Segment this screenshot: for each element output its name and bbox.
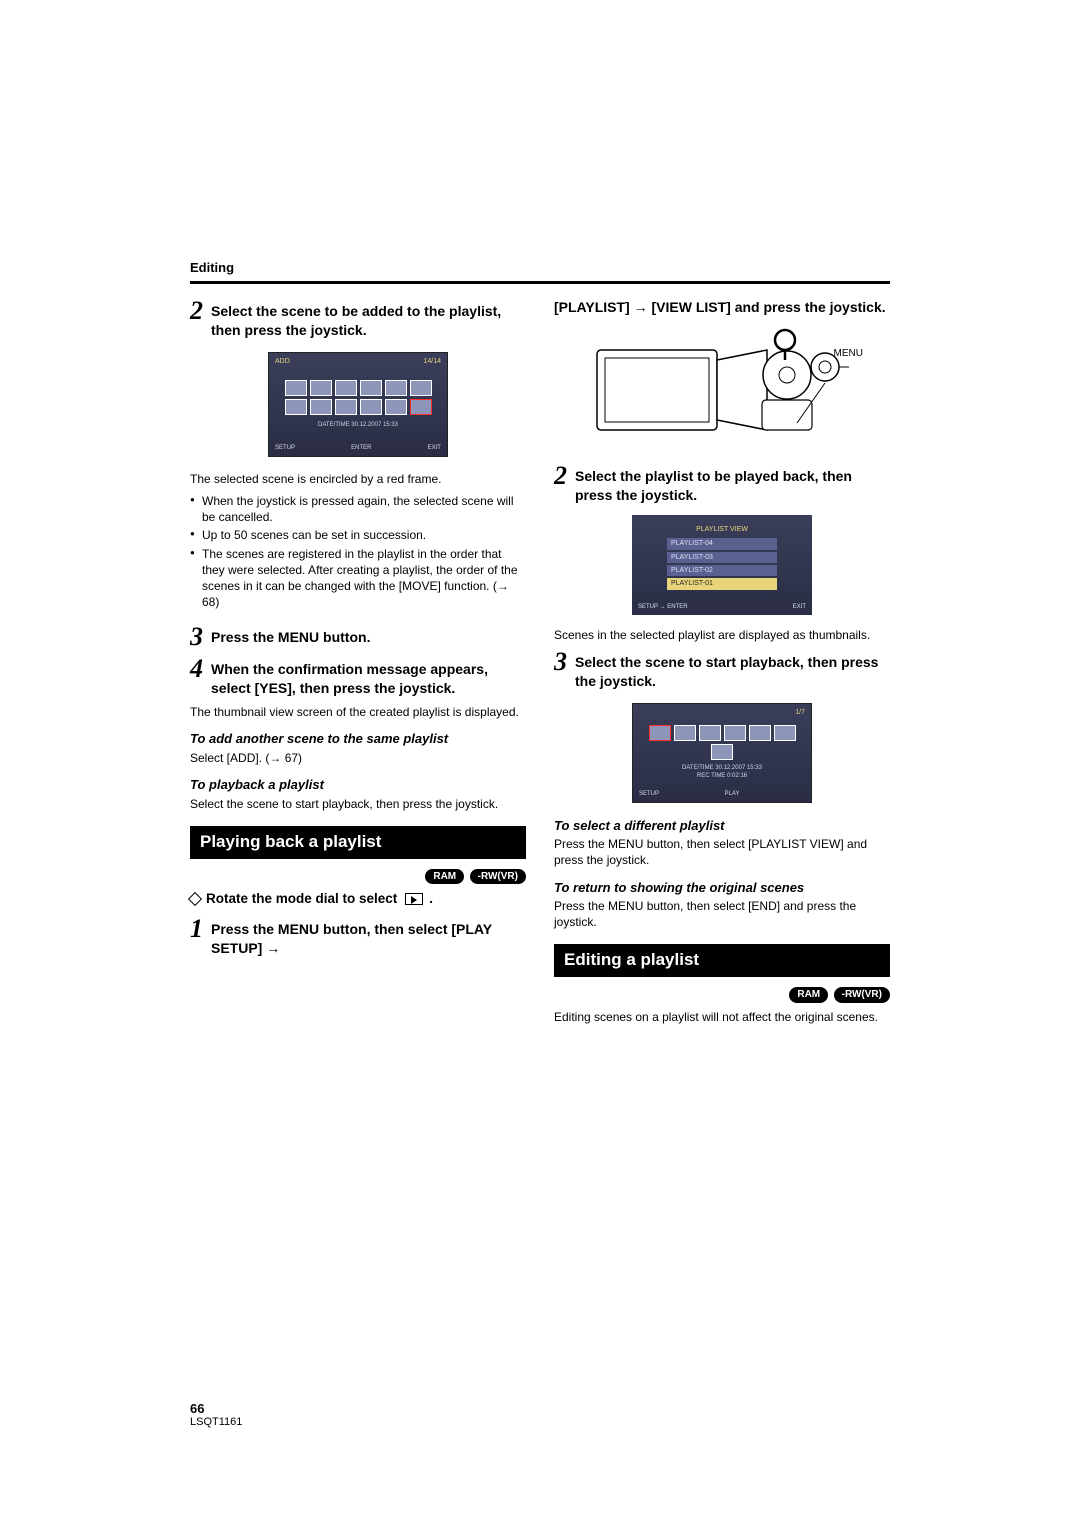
sub-add-body: Select [ADD]. (→ 67): [190, 750, 526, 766]
step-text: When the confirmation message appears, s…: [211, 656, 526, 698]
sub-diff-heading: To select a different playlist: [554, 817, 890, 835]
pill-rwvr: -RW(VR): [834, 987, 890, 1003]
bullet-list: When the joystick is pressed again, the …: [190, 493, 526, 610]
playlist-row: PLAYLIST-02: [667, 565, 777, 576]
lcd-date: DATE/TIME 30.12.2007 15:33: [682, 764, 762, 772]
pill-ram: RAM: [789, 987, 828, 1003]
section-editing-playlist: Editing a playlist: [554, 944, 890, 977]
step-text: Select the playlist to be played back, t…: [575, 463, 890, 505]
doc-code: LSQT1161: [190, 1416, 242, 1428]
step-text: Select the scene to start playback, then…: [575, 649, 890, 691]
playlist-row: PLAYLIST-03: [667, 552, 777, 563]
step-text: Press the MENU button.: [211, 624, 370, 647]
step-text: Press the MENU button, then select [PLAY…: [211, 916, 526, 958]
thumb-grid: [278, 380, 438, 415]
step-1b-left: 1 Press the MENU button, then select [PL…: [190, 916, 526, 958]
step-number: 1: [190, 916, 203, 942]
step-number: 4: [190, 656, 203, 682]
lcd-top-left: ADD: [275, 357, 290, 366]
footer: 66 LSQT1161: [190, 1401, 242, 1428]
step-number: 3: [554, 649, 567, 675]
section-playing-back: Playing back a playlist: [190, 826, 526, 859]
caption-selected: The selected scene is encircled by a red…: [190, 471, 526, 487]
edit-body: Editing scenes on a playlist will not af…: [554, 1009, 890, 1025]
sub-play-body: Select the scene to start playback, then…: [190, 796, 526, 812]
caption-thumb: The thumbnail view screen of the created…: [190, 704, 526, 720]
lcd-play-screenshot: 1/7 DATE/TIME 30.12.2007 15:33 REC TIME …: [632, 703, 812, 803]
lcd-bc: ENTER: [351, 444, 371, 452]
lcd-top-right: 1/7: [795, 708, 805, 717]
lcd-bl: SETUP: [639, 790, 659, 798]
playlist-title: PLAYLIST VIEW: [696, 525, 748, 534]
lcd-add-screenshot: ADD 14/14 DATE/TIME 30.12.2007 15:33 SET…: [268, 352, 448, 457]
step-4-left: 4 When the confirmation message appears,…: [190, 656, 526, 698]
lcd-bc: PLAY: [725, 790, 740, 798]
step-number: 2: [554, 463, 567, 489]
sub-return-body: Press the MENU button, then select [END]…: [554, 898, 890, 930]
lcd-top-right: 14/14: [423, 357, 441, 366]
header-rule: [190, 281, 890, 284]
lcd-br: EXIT: [428, 444, 441, 452]
caption-scenes: Scenes in the selected playlist are disp…: [554, 627, 890, 643]
playlist-row: PLAYLIST-04: [667, 538, 777, 549]
lcd-bl: SETUP → ENTER: [638, 603, 688, 611]
sub-return-heading: To return to showing the original scenes: [554, 879, 890, 897]
lcd-br: EXIT: [793, 603, 806, 611]
rotate-instruction: Rotate the mode dial to select .: [190, 890, 526, 908]
left-column: 2 Select the scene to be added to the pl…: [190, 298, 526, 1031]
sub-play-heading: To playback a playlist: [190, 776, 526, 794]
step-3-left: 3 Press the MENU button.: [190, 624, 526, 650]
playlist-row-selected: PLAYLIST-01: [667, 578, 777, 589]
step-2-left: 2 Select the scene to be added to the pl…: [190, 298, 526, 340]
lcd-bl: SETUP: [275, 444, 295, 452]
sub-diff-body: Press the MENU button, then select [PLAY…: [554, 836, 890, 868]
camera-diagram: MENU: [587, 325, 857, 445]
pill-ram: RAM: [425, 869, 464, 885]
step-number: 3: [190, 624, 203, 650]
page-number: 66: [190, 1401, 242, 1416]
step-number: 2: [190, 298, 203, 324]
bullet: When the joystick is pressed again, the …: [190, 493, 526, 525]
bullet: Up to 50 scenes can be set in succession…: [190, 527, 526, 543]
pill-rwvr: -RW(VR): [470, 869, 526, 885]
pill-row: RAM -RW(VR): [554, 985, 890, 1003]
lcd-rectime: REC TIME 0:02:16: [697, 772, 747, 780]
pill-row: RAM -RW(VR): [190, 867, 526, 885]
step-1b-cont: [PLAYLIST] → [VIEW LIST] and press the j…: [554, 298, 890, 317]
thumb-grid: [642, 725, 802, 760]
step-3-right: 3 Select the scene to start playback, th…: [554, 649, 890, 691]
lcd-playlist-view: PLAYLIST VIEW PLAYLIST-04 PLAYLIST-03 PL…: [632, 515, 812, 615]
bullet: The scenes are registered in the playlis…: [190, 546, 526, 611]
playback-mode-icon: [405, 893, 423, 905]
two-column-layout: 2 Select the scene to be added to the pl…: [190, 298, 890, 1031]
step-2-right: 2 Select the playlist to be played back,…: [554, 463, 890, 505]
menu-label: MENU: [834, 347, 863, 361]
sub-add-heading: To add another scene to the same playlis…: [190, 730, 526, 748]
right-column: [PLAYLIST] → [VIEW LIST] and press the j…: [554, 298, 890, 1031]
step-text: Select the scene to be added to the play…: [211, 298, 526, 340]
diamond-icon: [188, 892, 202, 906]
section-header: Editing: [190, 260, 890, 275]
rotate-text: Rotate the mode dial to select: [206, 890, 397, 908]
lcd-date: DATE/TIME 30.12.2007 15:33: [318, 421, 398, 429]
